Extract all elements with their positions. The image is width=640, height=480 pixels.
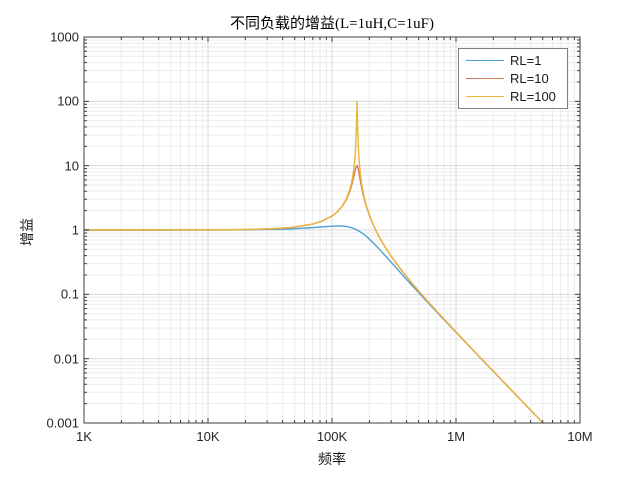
x-tick-label: 100K: [316, 429, 348, 444]
y-tick-label: 0.01: [53, 351, 79, 367]
legend-label: RL=10: [510, 70, 549, 86]
legend-entry: RL=10: [459, 71, 567, 86]
x-tick-label: 1K: [76, 429, 92, 444]
y-tick-label: 0.1: [60, 286, 79, 302]
y-tick-label: 1000: [50, 29, 79, 45]
x-tick-label: 1M: [446, 429, 466, 444]
x-tick-label: 10M: [567, 429, 593, 444]
legend-line-swatch: [466, 96, 504, 98]
y-tick-label: 1: [71, 222, 79, 238]
chart-title: 不同负载的增益(L=1uH,C=1uF): [229, 16, 434, 32]
y-tick-label: 10: [64, 158, 79, 174]
legend-line-swatch: [466, 59, 504, 61]
y-tick-label: 100: [57, 93, 79, 109]
y-tick-label: 0.001: [46, 415, 79, 431]
legend-entry: RL=1: [459, 53, 567, 68]
legend-entry: RL=100: [459, 89, 567, 104]
legend-label: RL=1: [510, 52, 542, 68]
legend: RL=1 RL=10 RL=100: [458, 48, 568, 109]
x-axis-label: 频率: [318, 453, 346, 468]
x-tick-label: 10K: [196, 429, 220, 444]
legend-label: RL=100: [510, 89, 556, 105]
legend-line-swatch: [466, 77, 504, 79]
curve-RL=100: [84, 100, 544, 424]
